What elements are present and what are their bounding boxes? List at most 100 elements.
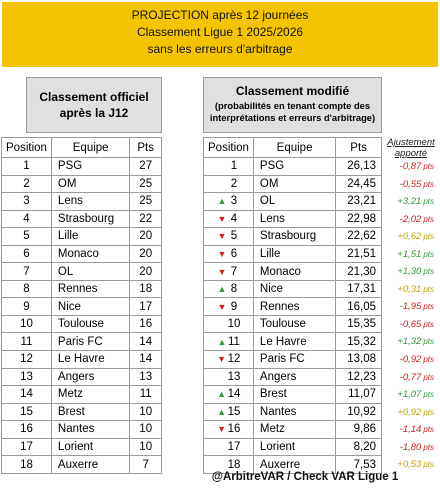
position-cell: 14 xyxy=(1,385,52,404)
points-cell: 7,53 xyxy=(335,455,382,474)
position-cell: 18 xyxy=(203,455,254,474)
adjustment-value: +1,51 pts xyxy=(384,246,438,264)
team-cell: Paris FC xyxy=(252,350,337,369)
table-header-row: Position Equipe Pts xyxy=(1,137,162,158)
team-cell: Strasbourg xyxy=(50,209,131,229)
trend-down-icon: ▼ xyxy=(217,424,227,435)
table-row: ▼ 5 Strasbourg 22,62 xyxy=(203,227,382,246)
adjustment-unit: pts xyxy=(423,372,434,382)
points-cell: 21,30 xyxy=(335,262,382,281)
points-cell: 20 xyxy=(129,244,162,264)
position-cell: 12 xyxy=(1,350,52,369)
team-cell: Toulouse xyxy=(252,314,337,334)
adjustment-number: +0,92 xyxy=(397,406,422,418)
team-cell: Le Havre xyxy=(252,332,337,352)
table-row: 3 Lens 25 xyxy=(1,192,162,211)
position-number: 17 xyxy=(227,441,241,454)
points-cell: 21,51 xyxy=(335,244,382,264)
adjustment-unit: pts xyxy=(423,355,434,365)
team-cell: PSG xyxy=(50,157,131,176)
position-number: 8 xyxy=(230,283,238,296)
position-cell: ▲ 14 xyxy=(203,385,254,404)
trend-down-icon: ▼ xyxy=(217,354,227,365)
official-title-line-2: après la J12 xyxy=(59,106,129,120)
team-cell: Toulouse xyxy=(50,314,131,334)
adjustment-unit: pts xyxy=(423,390,434,400)
points-cell: 24,45 xyxy=(335,174,382,194)
adjustment-value: -0,65 pts xyxy=(384,316,438,334)
adjustment-value: -1,80 pts xyxy=(384,439,438,457)
team-cell: Lille xyxy=(252,244,337,264)
team-cell: Lens xyxy=(50,192,131,211)
title-banner: PROJECTION après 12 journées Classement … xyxy=(2,2,438,67)
points-cell: 15,35 xyxy=(335,314,382,334)
points-cell: 16,05 xyxy=(335,297,382,316)
points-cell: 12,23 xyxy=(335,367,382,387)
trend-down-icon: ▼ xyxy=(217,301,227,312)
adjustment-number: +0,53 xyxy=(397,459,422,471)
points-cell: 26,13 xyxy=(335,157,382,176)
adjustment-number: -0,55 xyxy=(399,178,422,190)
team-header: Equipe xyxy=(252,137,337,158)
team-cell: PSG xyxy=(252,157,337,176)
table-row: 8 Rennes 18 xyxy=(1,279,162,299)
table-row: ▲ 14 Brest 11,07 xyxy=(203,385,382,404)
points-cell: 8,20 xyxy=(335,437,382,457)
position-cell: 7 xyxy=(1,262,52,281)
position-cell: 4 xyxy=(1,209,52,229)
team-cell: Nice xyxy=(50,297,131,316)
position-cell: 9 xyxy=(1,297,52,316)
team-cell: Monaco xyxy=(50,244,131,264)
table-row: 1 PSG 26,13 xyxy=(203,157,382,176)
table-row: 9 Nice 17 xyxy=(1,297,162,316)
adjustment-unit: pts xyxy=(423,249,434,259)
points-cell: 14 xyxy=(129,332,162,352)
points-cell: 18 xyxy=(129,279,162,299)
position-cell: 10 xyxy=(203,314,254,334)
points-cell: 10 xyxy=(129,437,162,457)
table-row: 7 OL 20 xyxy=(1,262,162,281)
points-cell: 10,92 xyxy=(335,402,382,422)
adjustment-value: -1,95 pts xyxy=(384,298,438,316)
adjustment-unit: pts xyxy=(423,319,434,329)
adjustment-value: -2,02 pts xyxy=(384,211,438,229)
trend-down-icon: ▼ xyxy=(217,231,227,242)
team-cell: Metz xyxy=(252,420,337,439)
adjustment-unit: pts xyxy=(423,267,434,277)
trend-up-icon: ▲ xyxy=(217,336,227,347)
table-row: 4 Strasbourg 22 xyxy=(1,209,162,229)
adjustment-list: -0,87 pts -0,55 pts +3,21 pts -2,02 pts +0,62 pts… xyxy=(384,158,438,474)
team-cell: Strasbourg xyxy=(252,227,337,246)
points-header: Pts xyxy=(335,137,382,158)
table-row: 17 Lorient 8,20 xyxy=(203,437,382,457)
position-cell: 1 xyxy=(1,157,52,176)
adjustment-number: -0,87 xyxy=(399,161,422,172)
points-cell: 25 xyxy=(129,192,162,211)
adjustment-value: +1,30 pts xyxy=(384,263,438,281)
points-cell: 11,07 xyxy=(335,385,382,404)
team-cell: OL xyxy=(50,262,131,281)
team-cell: OL xyxy=(252,192,337,211)
trend-up-icon: ▲ xyxy=(217,196,227,207)
adjustment-unit: pts xyxy=(423,197,434,207)
table-row: ▲ 15 Nantes 10,92 xyxy=(203,402,382,422)
team-cell: Monaco xyxy=(252,262,337,281)
points-cell: 23,21 xyxy=(335,192,382,211)
table-row: ▼ 12 Paris FC 13,08 xyxy=(203,350,382,369)
table-row: 18 Auxerre 7,53 xyxy=(203,455,382,474)
position-number: 5 xyxy=(230,230,238,243)
position-cell: ▼ 12 xyxy=(203,350,254,369)
table-row: 10 Toulouse 15,35 xyxy=(203,314,382,334)
adjustment-number: -0,65 xyxy=(399,318,422,330)
team-cell: Metz xyxy=(50,385,131,404)
table-row: ▲ 8 Nice 17,31 xyxy=(203,279,382,299)
adjustment-value: +3,21 pts xyxy=(384,193,438,211)
team-cell: Nice xyxy=(252,279,337,299)
points-cell: 10 xyxy=(129,402,162,422)
team-cell: Paris FC xyxy=(50,332,131,352)
adjustment-number: +0,62 xyxy=(397,231,422,243)
adjustment-value: +0,92 pts xyxy=(384,404,438,422)
adjustment-value: -0,55 pts xyxy=(384,176,438,194)
table-row: 1 PSG 27 xyxy=(1,157,162,176)
position-cell: 2 xyxy=(1,174,52,194)
